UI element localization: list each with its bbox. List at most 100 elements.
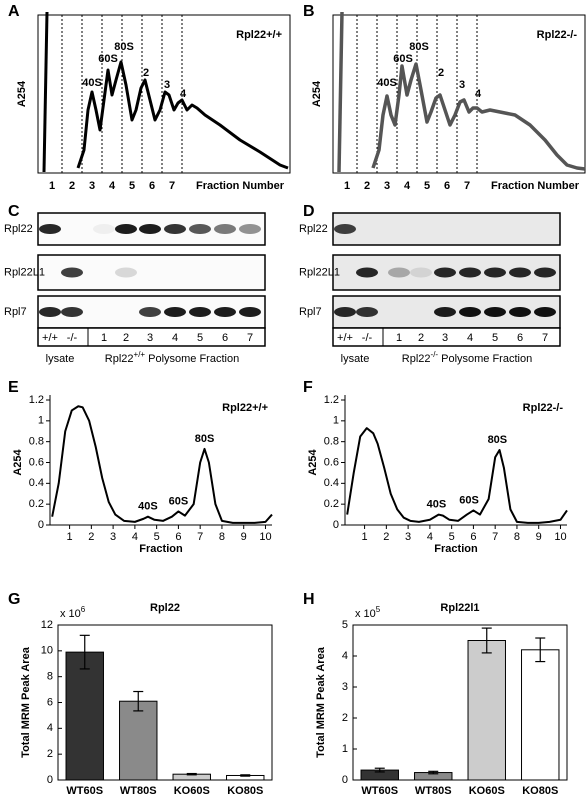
y-tick-label: 3: [342, 681, 348, 693]
protein-label: Rpl22L1: [299, 266, 340, 278]
x-tick-label: 4: [132, 531, 138, 543]
blot-band: [459, 307, 481, 317]
lane-label: +/+: [337, 332, 353, 344]
y-tick-label: 1: [333, 415, 339, 427]
y-axis-label: Total MRM Peak Area: [315, 646, 327, 758]
lane-label: 6: [517, 332, 523, 344]
peak-annotation: 60S: [169, 495, 189, 507]
profile-spike: [42, 11, 49, 173]
y-tick-label: 0.8: [324, 436, 339, 448]
peak-label: 40S: [377, 77, 397, 89]
y-tick-label: 1: [38, 415, 44, 427]
x-tick-label: 4: [427, 531, 433, 543]
profile-line: [346, 427, 568, 524]
blot-band: [534, 267, 556, 278]
y-tick-label: 10: [41, 645, 53, 657]
bar: [521, 649, 560, 781]
x-tick-label: 6: [470, 531, 476, 543]
y-tick-label: 0.6: [29, 456, 44, 468]
fraction-label: 5: [424, 180, 430, 192]
lane-label: 1: [101, 332, 107, 344]
x-tick-label: 3: [110, 531, 116, 543]
x-tick-label: WT60S: [66, 785, 103, 797]
panel-letter: G: [8, 591, 20, 608]
peak-label: 3: [164, 79, 170, 91]
x-axis-label: Fraction Number: [196, 180, 285, 192]
y-tick-label: 6: [47, 696, 53, 708]
lane-label: -/-: [362, 332, 373, 344]
lane-label: 6: [222, 332, 228, 344]
lane-label: 3: [442, 332, 448, 344]
x-tick-label: WT80S: [120, 785, 157, 797]
fraction-label: 7: [464, 180, 470, 192]
lysate-label: lysate: [46, 353, 75, 365]
peak-label: 4: [180, 88, 187, 100]
blot-band: [388, 267, 410, 278]
lane-label: 5: [197, 332, 203, 344]
peak-annotation: 60S: [459, 494, 479, 506]
x-tick-label: 10: [554, 531, 566, 543]
y-axis-label: A254: [311, 80, 323, 107]
blot-band: [164, 224, 186, 234]
y-tick-label: 4: [47, 722, 53, 734]
peak-label: 2: [438, 67, 444, 79]
lane-label: 4: [467, 332, 473, 344]
x-axis-label: Fraction: [434, 543, 478, 555]
lane-label: 7: [542, 332, 548, 344]
caption-genotype: -/-: [431, 350, 439, 359]
x-tick-label: WT60S: [361, 785, 398, 797]
chart-title: Rpl22l1: [440, 602, 479, 614]
blot-band: [410, 267, 432, 278]
scale-base: x 10: [60, 608, 81, 620]
y-tick-label: 12: [41, 619, 53, 631]
chart-title: Rpl22: [150, 602, 180, 614]
caption-genotype: +/+: [134, 350, 146, 359]
blot-band: [61, 267, 83, 278]
lane-label: 4: [172, 332, 178, 344]
x-tick-label: KO80S: [227, 785, 263, 797]
blot-band: [189, 307, 211, 317]
blot-band: [509, 267, 531, 278]
y-tick-label: 0: [47, 774, 53, 786]
peak-label: 60S: [393, 53, 413, 65]
protein-label: Rpl7: [4, 306, 27, 318]
plot-frame: [332, 14, 586, 174]
lysate-label: lysate: [341, 353, 370, 365]
peak-label: 2: [143, 67, 149, 79]
peak-annotation: 40S: [427, 498, 447, 510]
peak-label: 40S: [82, 77, 102, 89]
y-tick-label: 1: [342, 743, 348, 755]
scale-factor: x 106: [60, 605, 86, 620]
lane-label: +/+: [42, 332, 58, 344]
y-tick-label: 0.4: [29, 477, 44, 489]
blot-band: [189, 224, 211, 234]
y-tick-label: 8: [47, 671, 53, 683]
fraction-label: 4: [109, 180, 116, 192]
panel-letter: B: [303, 3, 315, 20]
x-tick-label: 1: [67, 531, 73, 543]
genotype-label: Rpl22+/+: [236, 29, 282, 41]
x-axis-label: Fraction Number: [491, 180, 580, 192]
y-tick-label: 0: [38, 519, 44, 531]
bar: [467, 640, 506, 781]
y-tick-label: 0: [342, 774, 348, 786]
peak-label: 80S: [114, 41, 134, 53]
protein-label: Rpl22: [299, 223, 328, 235]
panel-letter: D: [303, 203, 315, 220]
y-tick-label: 2: [47, 748, 53, 760]
chart-panel: F 0 0.2 0.4 0.6 0.8 1 1.2 1 2 3 4 5 6 7 8 9 10 A254 Fractio…: [303, 379, 568, 555]
x-axis-label: Fraction: [139, 543, 183, 555]
lane-label-box: [37, 327, 266, 347]
peak-annotation: 80S: [488, 434, 508, 446]
genotype-label: Rpl22-/-: [523, 402, 564, 414]
y-tick-label: 0: [333, 519, 339, 531]
scale-exponent: 5: [376, 605, 381, 614]
x-tick-label: 5: [154, 531, 160, 543]
blot-strip: [37, 254, 266, 291]
x-tick-label: 9: [536, 531, 542, 543]
protein-label: Rpl7: [299, 306, 322, 318]
x-tick-label: 7: [492, 531, 498, 543]
